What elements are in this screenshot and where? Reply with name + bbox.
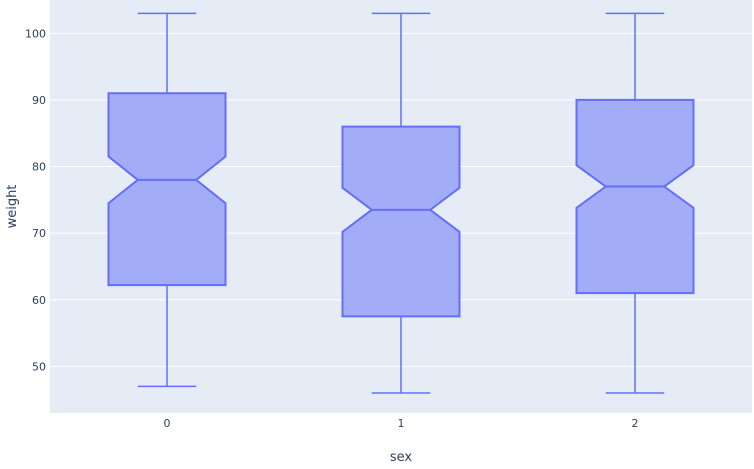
box-body-0 <box>107 92 227 287</box>
y-tick-label-50: 50 <box>32 360 46 373</box>
y-tick-label-100: 100 <box>25 27 46 40</box>
y-tick-labels: 50 60 70 80 90 100 <box>25 27 46 373</box>
box-body-1 <box>341 125 461 318</box>
x-tick-labels: 0 1 2 <box>164 417 639 430</box>
x-tick-label-1: 1 <box>398 417 405 430</box>
x-axis-title: sex <box>390 450 413 465</box>
y-tick-label-70: 70 <box>32 227 46 240</box>
box-0 <box>107 12 227 388</box>
y-tick-label-80: 80 <box>32 161 46 174</box>
x-tick-label-0: 0 <box>164 417 171 430</box>
box-1 <box>341 12 461 394</box>
y-axis-title: weight <box>5 185 20 229</box>
box-body-2 <box>575 98 695 295</box>
x-tick-label-2: 2 <box>632 417 639 430</box>
boxes <box>107 12 695 394</box>
y-tick-label-90: 90 <box>32 94 46 107</box>
box-2 <box>575 12 695 394</box>
y-tick-label-60: 60 <box>32 294 46 307</box>
